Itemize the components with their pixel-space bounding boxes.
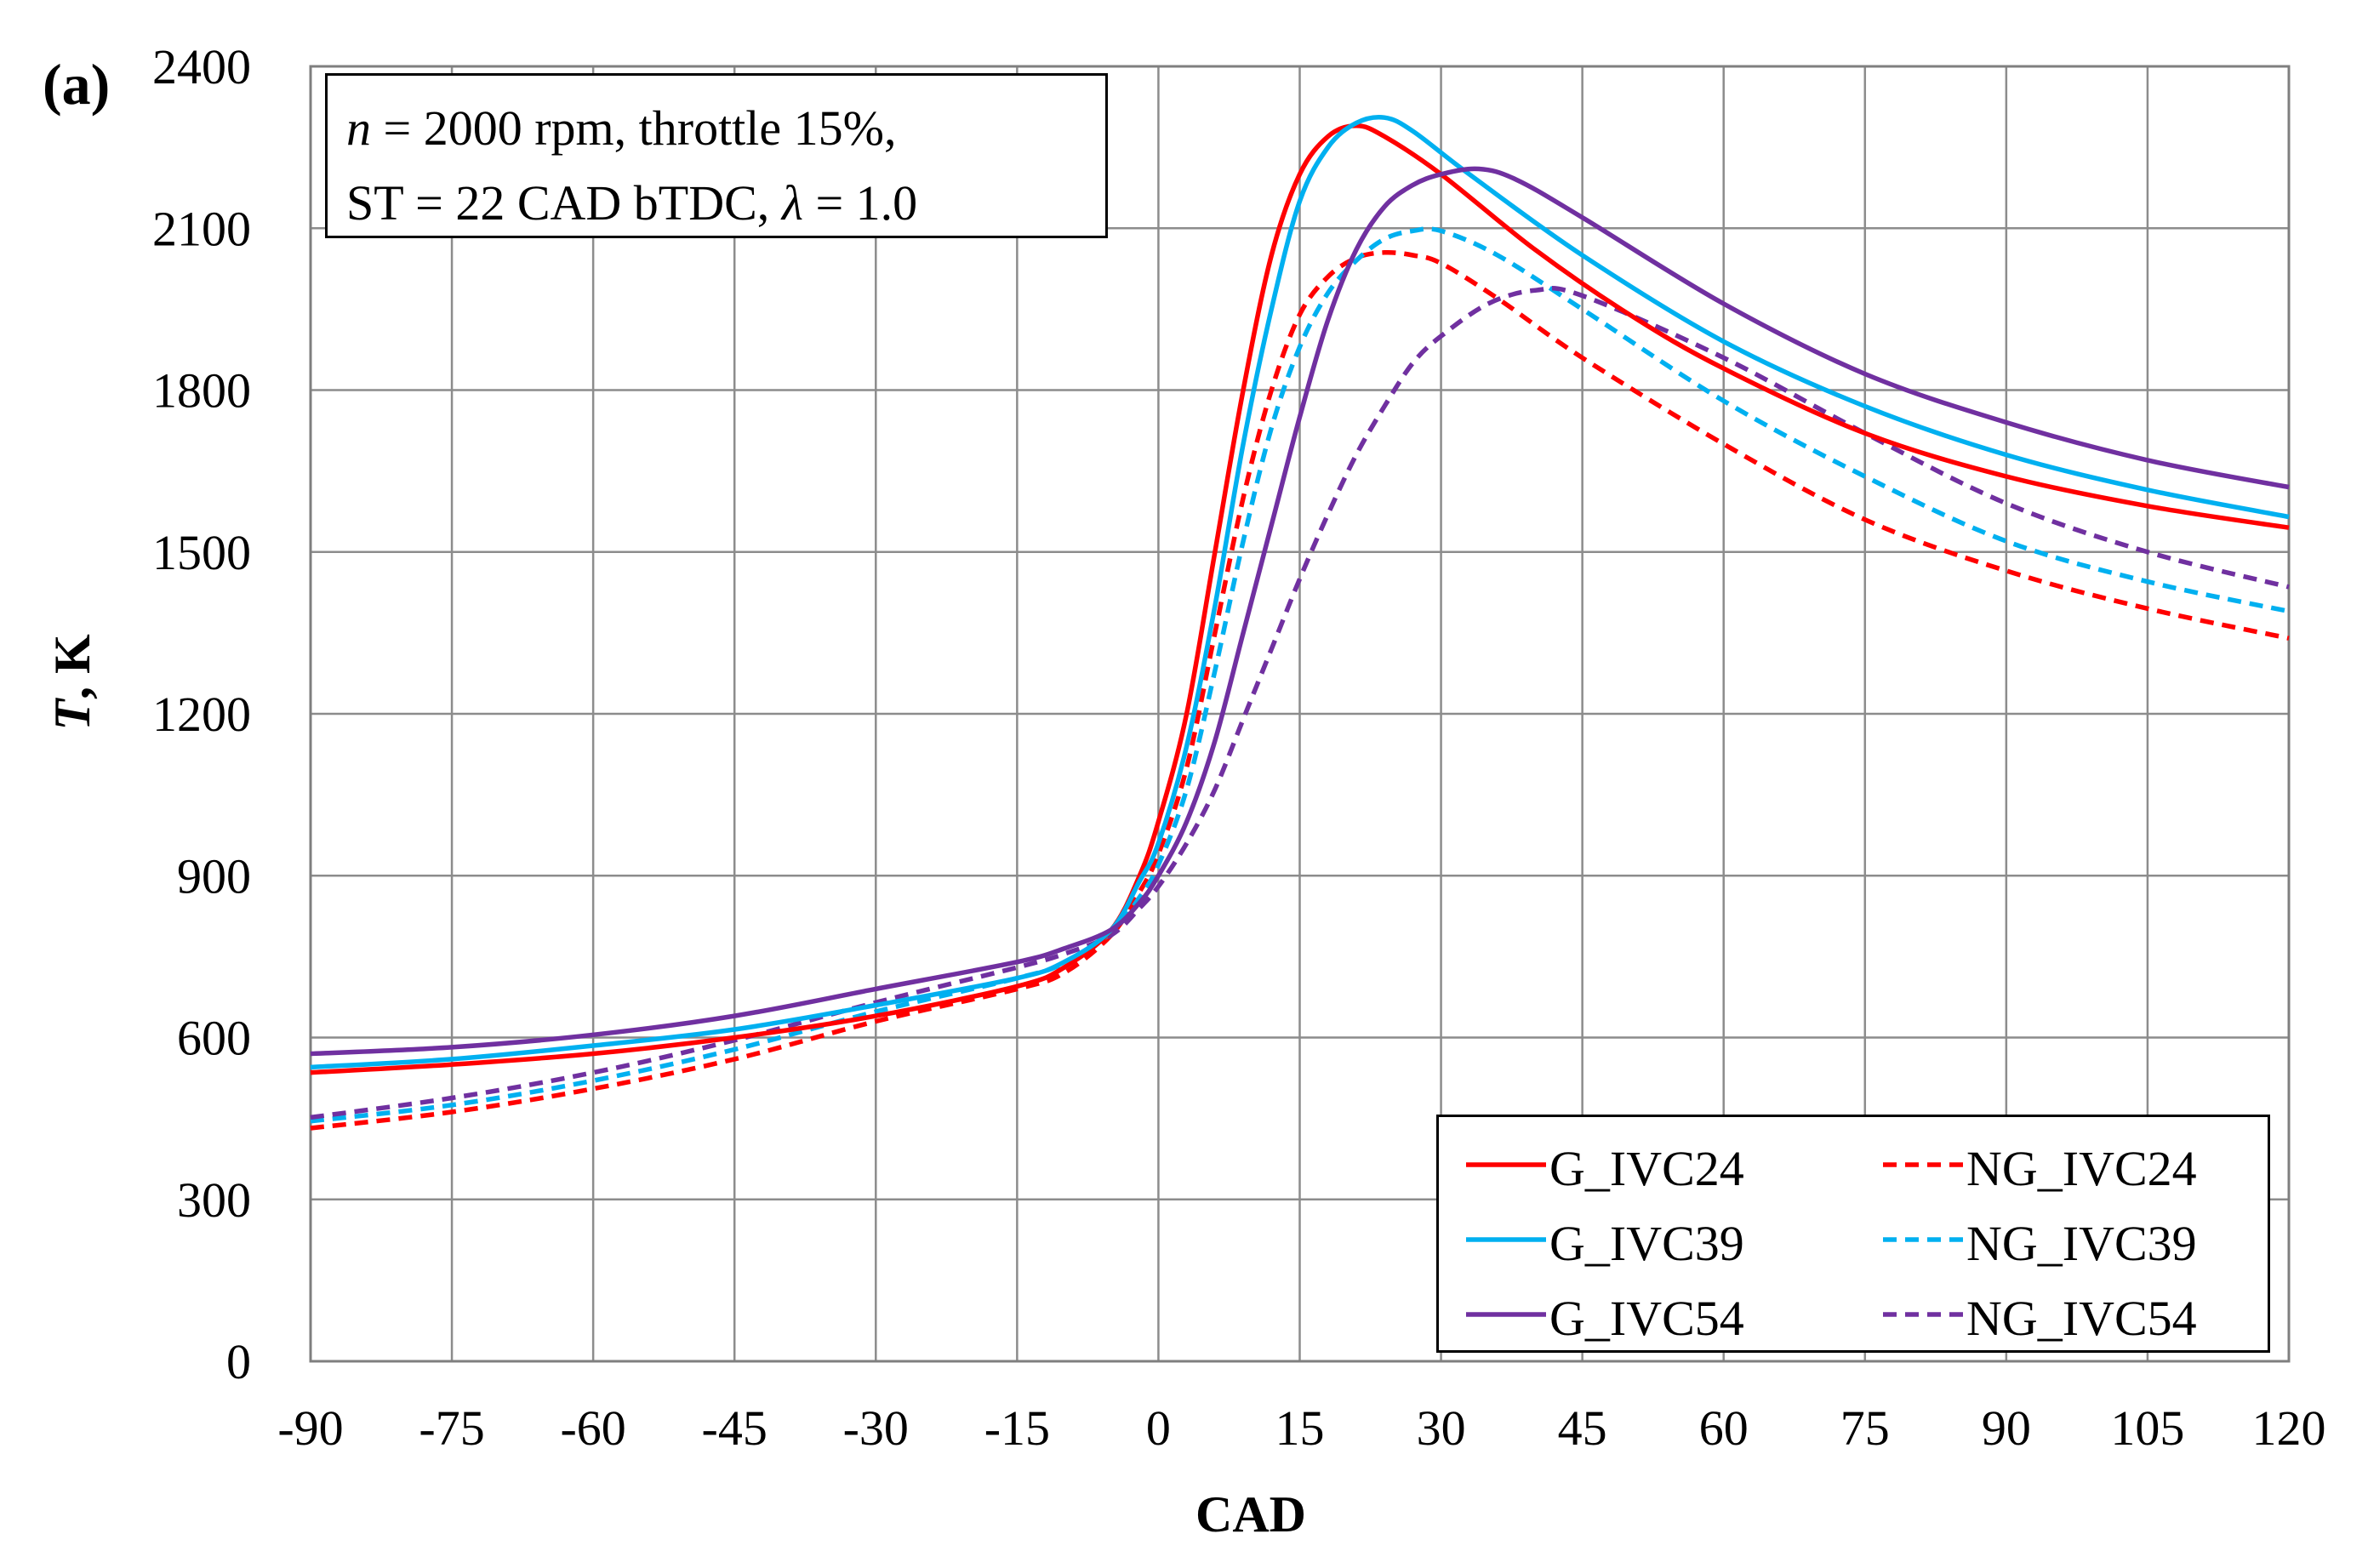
series-line-g-ivc39: [310, 115, 2290, 1070]
x-axis-title: CAD: [1195, 1486, 1306, 1542]
x-tick-labels: -90 -75 -60 -45 -30 -15 0 15 30 45 60 75 90 105 120: [277, 1400, 2325, 1456]
operating-conditions-box: n = 2000 rpm, throttle 15%, ST = 22 CAD …: [325, 73, 1108, 238]
y-tick-label: 300: [177, 1172, 251, 1228]
y-tick-label: 0: [226, 1334, 251, 1389]
x-tick-label: 45: [1558, 1400, 1607, 1456]
legend-swatch: [1883, 1237, 1963, 1242]
lambda-symbol: λ: [781, 175, 803, 231]
annotation-line-1-text: = 2000 rpm, throttle 15%,: [371, 100, 897, 156]
y-tick-labels: 0 300 600 900 1200 1500 1800 2100 2400: [152, 39, 251, 1389]
y-tick-label: 900: [177, 848, 251, 904]
series-line-ng-ivc24: [310, 249, 2290, 1131]
legend-swatch: [1466, 1237, 1546, 1242]
panel-label: (a): [43, 52, 111, 117]
legend-label: G_IVC39: [1549, 1216, 1744, 1271]
annotation-line-2-prefix: ST = 22 CAD bTDC,: [346, 175, 782, 231]
y-tick-label: 2400: [152, 39, 251, 94]
x-tick-label: -45: [702, 1400, 767, 1456]
y-tick-label: 1200: [152, 687, 251, 742]
x-tick-label: -15: [984, 1400, 1050, 1456]
x-tick-label: 75: [1840, 1400, 1890, 1456]
x-tick-label: -60: [560, 1400, 625, 1456]
legend-label: NG_IVC39: [1966, 1216, 2197, 1271]
legend-item-ng-ivc54: NG_IVC54: [1856, 1280, 2264, 1357]
legend-label: G_IVC54: [1549, 1291, 1744, 1346]
n-symbol: n: [346, 100, 371, 156]
legend-label: NG_IVC24: [1966, 1141, 2197, 1196]
y-tick-label: 600: [177, 1011, 251, 1066]
legend-label: G_IVC24: [1549, 1141, 1744, 1196]
legend-item-g-ivc54: G_IVC54: [1439, 1280, 1847, 1357]
legend-swatch: [1883, 1162, 1963, 1167]
annotation-line-2-suffix: = 1.0: [802, 175, 918, 231]
x-tick-label: 15: [1275, 1400, 1325, 1456]
y-tick-label: 2100: [152, 201, 251, 256]
y-tick-label: 1800: [152, 363, 251, 419]
legend-item-ng-ivc24: NG_IVC24: [1856, 1131, 2264, 1207]
y-axis-title: T, K: [44, 634, 100, 731]
legend-item-g-ivc24: G_IVC24: [1439, 1131, 1847, 1207]
y-tick-label: 1500: [152, 525, 251, 580]
legend-swatch: [1466, 1312, 1546, 1317]
x-tick-label: -75: [419, 1400, 484, 1456]
legend-swatch: [1466, 1162, 1546, 1167]
legend-item-ng-ivc39: NG_IVC39: [1856, 1206, 2264, 1282]
series-layer: [310, 115, 2290, 1131]
x-tick-label: -90: [277, 1400, 343, 1456]
legend-item-g-ivc39: G_IVC39: [1439, 1206, 1847, 1282]
legend: G_IVC24 G_IVC39 G_IVC54 NG_IVC24 NG_IVC39 NG_…: [1436, 1115, 2270, 1353]
x-tick-label: 60: [1699, 1400, 1749, 1456]
plot-area-frame: [309, 65, 2291, 1363]
legend-label: NG_IVC54: [1966, 1291, 2197, 1346]
x-tick-label: -30: [843, 1400, 909, 1456]
x-tick-label: 105: [2110, 1400, 2184, 1456]
x-tick-label: 90: [1982, 1400, 2031, 1456]
x-tick-label: 120: [2252, 1400, 2326, 1456]
legend-swatch: [1883, 1312, 1963, 1317]
series-line-g-ivc24: [310, 123, 2290, 1075]
annotation-line-1: n = 2000 rpm, throttle 15%,: [346, 91, 1105, 166]
x-tick-label: 0: [1146, 1400, 1171, 1456]
x-tick-label: 30: [1417, 1400, 1466, 1456]
series-line-g-ivc54: [310, 166, 2290, 1057]
annotation-line-2: ST = 22 CAD bTDC, λ = 1.0: [346, 166, 1105, 241]
